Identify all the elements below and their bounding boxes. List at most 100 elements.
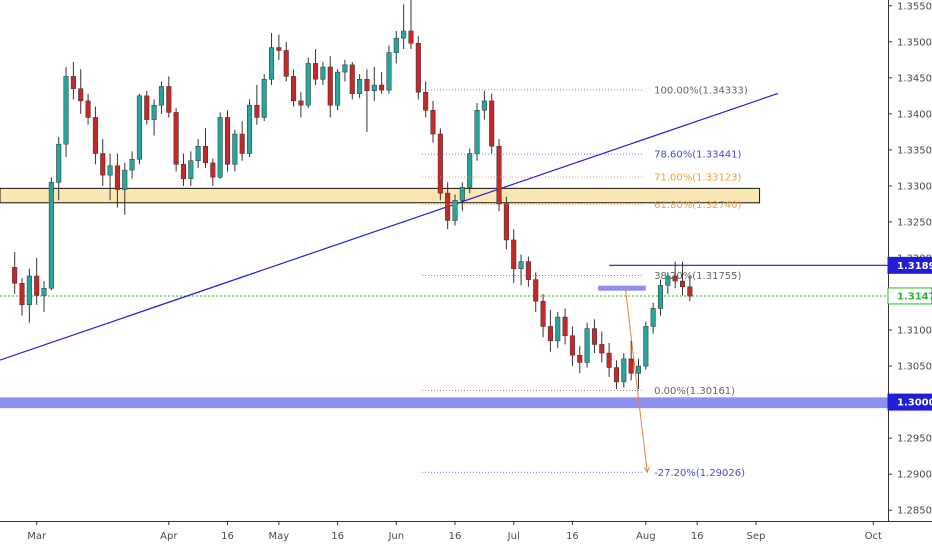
candle-down	[430, 100, 436, 143]
supply-demand-zone	[0, 187, 761, 204]
candle-body	[313, 63, 319, 80]
candle-body	[283, 50, 289, 77]
candle-body	[621, 358, 627, 383]
candle-body	[474, 110, 480, 154]
candle-body	[107, 165, 113, 176]
candle-down	[173, 108, 179, 172]
projection-arrow-line	[624, 287, 648, 473]
y-tick-label: 1.30500	[897, 362, 932, 373]
fib-level-label: 71.00%(1.33123)	[654, 173, 741, 184]
candle-body	[78, 88, 84, 102]
candle-body	[371, 84, 377, 92]
candle-up	[357, 74, 363, 99]
candle-body	[246, 104, 253, 154]
candle-down	[224, 110, 231, 172]
candle-down	[180, 153, 186, 186]
candle-body	[151, 104, 157, 120]
candle-body	[63, 76, 69, 145]
candle-body	[591, 328, 597, 345]
candle-body	[657, 285, 664, 309]
candle-down	[298, 92, 304, 118]
small-range-box	[598, 285, 646, 291]
candle-up	[136, 93, 142, 165]
support-band	[0, 397, 888, 409]
price-tag-box	[887, 287, 932, 305]
candle-up	[474, 103, 480, 161]
candle-up	[269, 33, 275, 86]
candle-down	[34, 257, 40, 305]
candle-body	[232, 133, 238, 165]
fib-level-label: 78.60%(1.33441)	[654, 150, 741, 161]
candle-down	[313, 49, 319, 86]
candle-up	[305, 57, 311, 109]
candle-up	[401, 4, 407, 50]
candle-body	[70, 76, 76, 89]
candle-body	[430, 110, 436, 135]
candle-body	[291, 76, 297, 102]
candle-body	[48, 182, 54, 289]
y-tick-label: 1.29000	[897, 470, 932, 481]
candle-body	[144, 95, 150, 120]
candle-body	[584, 328, 590, 363]
zone-layer	[0, 187, 888, 409]
candle-body	[569, 335, 575, 356]
price-tag: 1.30000	[887, 393, 932, 411]
fib-layer: 100.00%(1.34333) 78.60%(1.33441) 71.00%(1.…	[421, 85, 748, 479]
candle-body	[599, 344, 605, 354]
x-tick-label: 16	[331, 531, 344, 542]
candle-body	[481, 100, 487, 111]
candle-down	[202, 128, 209, 168]
candle-up	[635, 358, 642, 390]
candle-down	[496, 139, 502, 212]
candle-body	[166, 86, 172, 113]
x-tick-label: 16	[566, 531, 579, 542]
candle-body	[261, 79, 267, 118]
candle-body	[437, 133, 443, 194]
candle-body	[386, 52, 392, 91]
candle-body	[34, 275, 40, 296]
candle-body	[217, 117, 223, 178]
candle-up	[41, 281, 47, 313]
candle-body	[19, 282, 25, 306]
candle-body	[379, 84, 385, 91]
x-tick-label: Jul	[507, 531, 520, 542]
x-tick-label: 16	[691, 531, 704, 542]
candle-body	[672, 275, 678, 282]
candle-body	[525, 261, 531, 280]
fib-level-label: -27.20%(1.29026)	[654, 468, 745, 479]
candle-body	[173, 112, 179, 165]
candle-up	[188, 151, 194, 186]
candle-body	[136, 95, 142, 160]
candle-down	[210, 158, 216, 186]
candle-up	[232, 129, 238, 172]
candle-body	[547, 326, 553, 342]
candle-up	[195, 139, 201, 168]
y-tick-label: 1.28500	[897, 506, 932, 517]
candle-up	[342, 59, 348, 82]
candle-up	[621, 353, 627, 388]
candle-up	[48, 177, 54, 291]
candle-down	[423, 81, 429, 118]
candle-down	[613, 360, 619, 390]
candle-down	[291, 69, 297, 107]
candle-up	[122, 162, 128, 215]
candle-up	[555, 312, 561, 349]
candle-body	[100, 153, 106, 176]
candle-up	[371, 67, 377, 101]
candle-body	[511, 239, 517, 270]
candle-up	[467, 148, 473, 194]
candle-down	[525, 256, 531, 287]
candle-body	[158, 86, 164, 106]
y-tick-label: 1.33500	[897, 145, 932, 156]
candle-down	[78, 69, 84, 114]
x-tick-label: Mar	[27, 531, 47, 542]
candle-body	[401, 30, 407, 39]
fib-level-label: 0.00%(1.30161)	[654, 386, 735, 397]
candle-body	[408, 30, 414, 44]
x-tick-label: May	[269, 531, 290, 542]
x-tick-label: Jun	[387, 531, 404, 542]
candle-body	[239, 133, 245, 154]
candle-body	[687, 286, 693, 297]
candle-down	[92, 106, 98, 165]
